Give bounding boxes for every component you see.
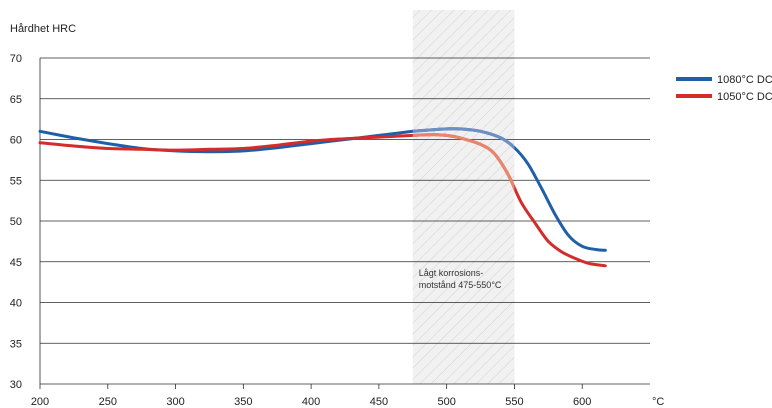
x-tick-500: 500 bbox=[437, 396, 455, 408]
y-tick-35: 35 bbox=[10, 338, 22, 350]
x-tick-600: 600 bbox=[573, 396, 591, 408]
x-tick-200: 200 bbox=[31, 396, 49, 408]
y-tick-40: 40 bbox=[10, 298, 22, 310]
x-tick-300: 300 bbox=[166, 396, 184, 408]
y-tick-45: 45 bbox=[10, 257, 22, 269]
y-tick-50: 50 bbox=[10, 216, 22, 228]
y-tick-55: 55 bbox=[10, 175, 22, 187]
y-tick-60: 60 bbox=[10, 135, 22, 147]
series-line-band-segment-0 bbox=[412, 127, 515, 150]
x-tick-350: 350 bbox=[234, 396, 252, 408]
series-lines bbox=[38, 127, 607, 268]
low-corrosion-band bbox=[412, 10, 515, 384]
horizontal-gridlines bbox=[39, 57, 650, 385]
legend-label-0: 1080°C DC bbox=[717, 74, 772, 86]
legend-label-1: 1050°C DC bbox=[717, 91, 772, 103]
x-tick-labels: 200 250 300 350 400 450 500 550 600 bbox=[31, 384, 591, 408]
y-tick-65: 65 bbox=[10, 94, 22, 106]
x-tick-550: 550 bbox=[505, 396, 523, 408]
legend: 1080°C DC 1050°C DC bbox=[676, 74, 772, 103]
band-annotation-line-0: Lågt korrosions- bbox=[419, 268, 484, 278]
x-tick-450: 450 bbox=[370, 396, 388, 408]
y-tick-30: 30 bbox=[10, 379, 22, 391]
y-tick-70: 70 bbox=[10, 53, 22, 65]
x-axis-unit: °C bbox=[652, 396, 664, 408]
series-line-band-segment-1 bbox=[412, 133, 515, 192]
band-annotation-line-1: motstånd 475-550°C bbox=[419, 280, 502, 290]
y-tick-labels: 30 35 40 45 50 55 60 65 70 bbox=[10, 53, 22, 391]
y-axis-title: Hårdhet HRC bbox=[10, 23, 76, 35]
x-tick-250: 250 bbox=[99, 396, 117, 408]
x-tick-400: 400 bbox=[302, 396, 320, 408]
band-annotation: Lågt korrosions-motstånd 475-550°C bbox=[419, 268, 502, 290]
series-line-0 bbox=[38, 127, 607, 252]
